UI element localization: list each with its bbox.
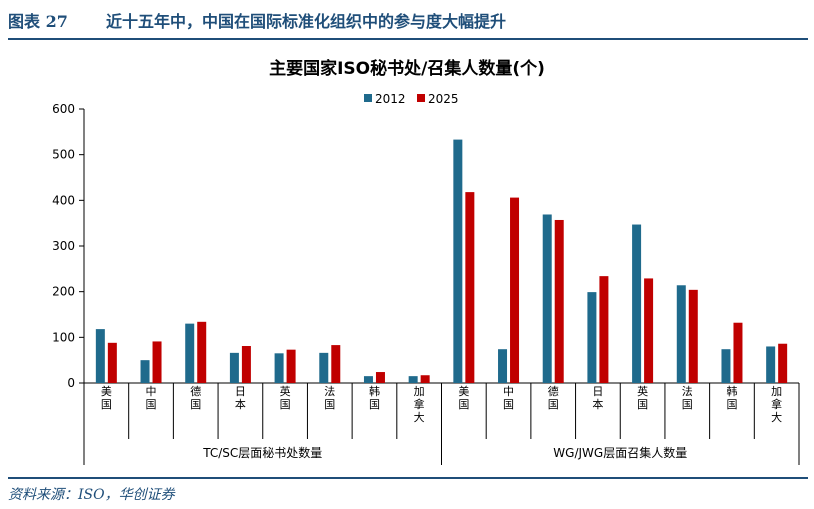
category-labels: 美国 中国 德国 日本 英国 法国 韩国 加拿大 美国 中国 德国 日本 英国 法国 韩国 加拿大 TC/SC层…: [101, 384, 782, 460]
category-label: 加拿大: [771, 385, 782, 424]
category-label: 德国: [548, 384, 559, 411]
bar-2025: [554, 219, 564, 383]
bar-chart: 主要国家ISO秘书处/召集人数量(个) 2012 2025 0 100 200 300 4…: [52, 58, 800, 465]
bars: [95, 139, 788, 383]
bar-2025: [107, 342, 117, 383]
category-label: 法国: [682, 384, 693, 411]
category-label: 德国: [190, 384, 201, 411]
figure-title: 近十五年中，中国在国际标准化组织中的参与度大幅提升: [106, 12, 507, 31]
category-label: 加拿大: [414, 385, 425, 424]
bottom-rule: [8, 477, 808, 479]
category-label: 日本: [592, 385, 603, 411]
category-label: 中国: [146, 385, 157, 411]
top-rule: [8, 38, 808, 40]
category-label: 美国: [458, 385, 469, 411]
y-tick-label: 500: [52, 148, 75, 162]
legend-swatch-2012: [364, 94, 372, 102]
category-label: 法国: [324, 384, 335, 411]
y-tick-label: 100: [52, 330, 75, 344]
category-label: 韩国: [726, 384, 737, 411]
bar-2025: [510, 197, 520, 383]
source-note: 资料来源：ISO，华创证券: [8, 487, 175, 503]
bar-2012: [319, 352, 329, 383]
category-label: 英国: [637, 384, 648, 411]
bar-2012: [453, 139, 463, 383]
y-tick-label: 400: [52, 193, 75, 207]
bar-2012: [542, 214, 552, 383]
bar-2025: [733, 322, 743, 383]
group-label: TC/SC层面秘书处数量: [202, 445, 322, 460]
category-label: 中国: [503, 385, 514, 411]
legend-label-2025: 2025: [428, 92, 459, 106]
y-tick-label: 600: [52, 102, 75, 116]
y-tick-label: 300: [52, 239, 75, 253]
bar-2025: [688, 289, 698, 383]
y-tick-label: 200: [52, 285, 75, 299]
bar-2025: [152, 341, 162, 383]
bar-2012: [408, 376, 418, 383]
bar-2012: [766, 346, 776, 383]
category-label: 美国: [101, 385, 112, 411]
bar-2012: [274, 353, 284, 383]
bar-2012: [140, 360, 150, 383]
figure-label: 图表 27: [8, 12, 68, 31]
bar-2025: [644, 278, 654, 383]
group-label: WG/JWG层面召集人数量: [553, 445, 687, 460]
bar-2025: [241, 346, 251, 383]
bar-2025: [599, 276, 609, 383]
category-label: 韩国: [369, 384, 380, 411]
axes: 0 100 200 300 400 500 600: [52, 102, 800, 465]
bar-2025: [286, 349, 296, 383]
category-label: 英国: [280, 384, 291, 411]
legend-label-2012: 2012: [375, 92, 406, 106]
bar-2025: [197, 321, 207, 383]
figure-header: 图表 27 近十五年中，中国在国际标准化组织中的参与度大幅提升: [0, 0, 814, 36]
bar-2012: [498, 349, 508, 383]
y-tick-label: 0: [67, 376, 75, 390]
bar-2012: [95, 329, 105, 383]
category-label: 日本: [235, 385, 246, 411]
bar-2025: [778, 343, 788, 383]
bar-2025: [331, 345, 341, 383]
bar-2025: [420, 375, 430, 383]
bar-2012: [632, 224, 642, 383]
bar-2012: [587, 292, 597, 383]
bar-2012: [185, 323, 195, 383]
bar-2012: [676, 285, 686, 383]
bar-2025: [375, 372, 385, 383]
bar-2012: [363, 376, 373, 383]
bar-2012: [229, 352, 239, 383]
legend-swatch-2025: [417, 94, 425, 102]
bar-2012: [721, 349, 731, 383]
chart-title: 主要国家ISO秘书处/召集人数量(个): [269, 58, 545, 79]
legend: 2012 2025: [364, 92, 459, 106]
bar-2025: [465, 192, 475, 383]
